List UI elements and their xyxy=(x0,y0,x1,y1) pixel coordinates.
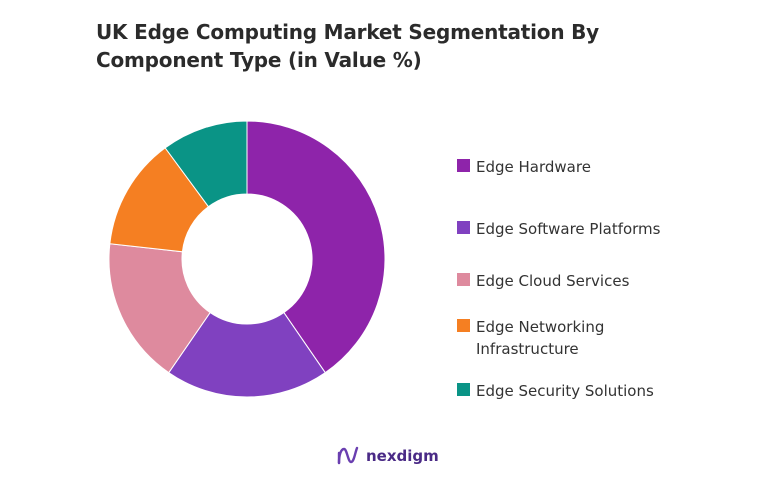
chart-title-line-2: Component Type (in Value %) xyxy=(96,48,422,72)
legend-label-line: Edge Software Platforms xyxy=(476,220,661,238)
legend-item-edge-hardware: Edge Hardware xyxy=(457,156,696,178)
legend-swatch xyxy=(457,159,470,172)
brand-name: nexdigm xyxy=(366,447,439,465)
legend-swatch xyxy=(457,319,470,332)
legend-label: Edge Cloud Services xyxy=(476,270,696,292)
legend-label: Edge Software Platforms xyxy=(476,218,696,240)
brand-logo: nexdigm xyxy=(336,445,439,467)
legend-label: Edge Security Solutions xyxy=(476,380,696,402)
legend-label-line: Edge Security Solutions xyxy=(476,382,654,400)
donut-slice-edge-security-solutions xyxy=(164,120,248,208)
legend-label-line: Edge Cloud Services xyxy=(476,272,630,290)
legend-swatch xyxy=(457,221,470,234)
donut-slice-edge-hardware xyxy=(246,120,386,374)
legend-label: Edge Networking Infrastructure xyxy=(476,316,696,360)
chart-title-line-1: UK Edge Computing Market Segmentation By xyxy=(96,20,600,44)
legend-label-line: Infrastructure xyxy=(476,340,579,358)
legend-label-line: Edge Hardware xyxy=(476,158,591,176)
donut-slice-edge-software-platforms xyxy=(168,311,326,398)
legend-label: Edge Hardware xyxy=(476,156,696,178)
legend-item-edge-networking-infrastructure: Edge Networking Infrastructure xyxy=(457,316,696,360)
donut-slice-edge-cloud-services xyxy=(108,243,211,374)
legend-swatch xyxy=(457,273,470,286)
chart-title: UK Edge Computing Market Segmentation By… xyxy=(96,18,656,74)
legend-swatch xyxy=(457,383,470,396)
legend-item-edge-software-platforms: Edge Software Platforms xyxy=(457,218,696,240)
legend-label-line: Edge Networking xyxy=(476,318,605,336)
nexdigm-logo-icon xyxy=(337,446,359,465)
legend-item-edge-security-solutions: Edge Security Solutions xyxy=(457,380,696,402)
legend-item-edge-cloud-services: Edge Cloud Services xyxy=(457,270,696,292)
